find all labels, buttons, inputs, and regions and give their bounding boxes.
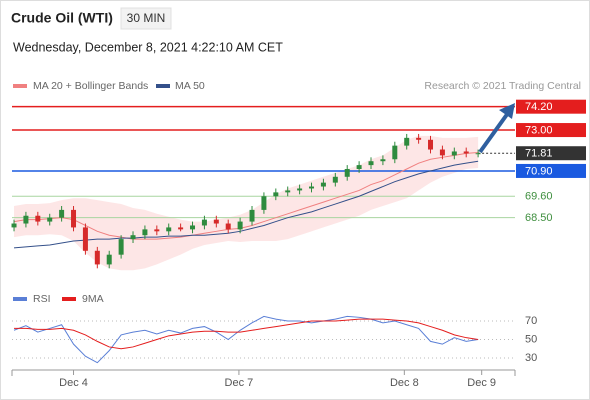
level-label: 71.81 [525, 148, 553, 160]
candle-body [273, 192, 279, 197]
level-label: 74.20 [525, 101, 553, 113]
x-tick-label: Dec 7 [225, 377, 254, 389]
candle-body [154, 229, 160, 232]
legend-label: MA 50 [175, 80, 205, 92]
level-label: 69.60 [525, 191, 553, 203]
candle-body [71, 209, 77, 228]
candle-body [47, 217, 53, 222]
candle-body [416, 137, 422, 140]
candle-body [297, 188, 303, 191]
candle-body [404, 137, 410, 146]
candle-body [428, 139, 434, 150]
candle-body [332, 176, 338, 183]
candle-body [130, 235, 136, 240]
candle-body [249, 209, 255, 222]
candle-body [439, 149, 445, 156]
subtitle: Wednesday, December 8, 2021 4:22:10 AM C… [13, 40, 283, 54]
candle-body [178, 227, 184, 230]
candle-body [261, 196, 267, 210]
candle-body [118, 239, 124, 255]
candle-body [59, 209, 65, 218]
y-tick-label: 70 [525, 315, 537, 327]
x-tick-label: Dec 9 [467, 377, 496, 389]
rsi-line [14, 318, 479, 350]
forecast-arrow-head [499, 103, 515, 119]
candle-body [344, 169, 350, 177]
candle-body [142, 229, 148, 236]
level-label: 70.90 [525, 165, 553, 177]
candle-body [82, 227, 88, 251]
timeframe: 30 MIN [127, 11, 166, 25]
candle-body [380, 159, 386, 162]
legend-label: 9MA [82, 293, 104, 305]
candle-body [213, 219, 219, 224]
candle-body [225, 223, 231, 230]
candle-body [11, 223, 17, 228]
candle-body [35, 215, 41, 222]
legend-label: MA 20 + Bollinger Bands [33, 80, 148, 92]
timeframe-box [120, 7, 172, 30]
candle-body [23, 215, 29, 224]
y-tick-label: 30 [525, 352, 537, 364]
candle-body [285, 190, 291, 193]
chart-title: Crude Oil (WTI) [11, 10, 113, 26]
candle-body [320, 182, 326, 187]
candle-body [94, 250, 100, 265]
level-box [516, 163, 586, 178]
level-label: 73.00 [525, 124, 553, 136]
y-tick-label: 50 [525, 333, 537, 345]
legend-swatch [13, 84, 27, 88]
candle-body [309, 186, 315, 189]
candle-body [475, 153, 481, 155]
level-box [516, 123, 586, 138]
credit: Research © 2021 Trading Central [424, 80, 581, 92]
x-tick-label: Dec 4 [59, 377, 88, 389]
candle-body [106, 254, 112, 265]
ma20-line [13, 151, 479, 240]
level-box [516, 146, 586, 161]
candle-body [356, 165, 362, 169]
bollinger-band [14, 135, 479, 271]
candle-body [392, 145, 398, 160]
ma50-line [13, 160, 479, 249]
candle-body [451, 151, 457, 156]
legend-swatch [62, 297, 76, 301]
candle-body [237, 221, 243, 230]
candle-body [201, 219, 207, 226]
legend-label: RSI [33, 293, 51, 305]
level-label: 68.50 [525, 212, 553, 224]
forecast-arrow [478, 111, 510, 154]
legend-swatch [156, 84, 170, 88]
level-box [516, 99, 586, 114]
candle-body [368, 161, 374, 166]
legend-swatch [13, 297, 27, 301]
candle-body [463, 151, 469, 154]
candle-body [190, 225, 196, 230]
candle-body [166, 227, 172, 232]
x-tick-label: Dec 8 [390, 377, 419, 389]
rsi-line [13, 315, 479, 364]
